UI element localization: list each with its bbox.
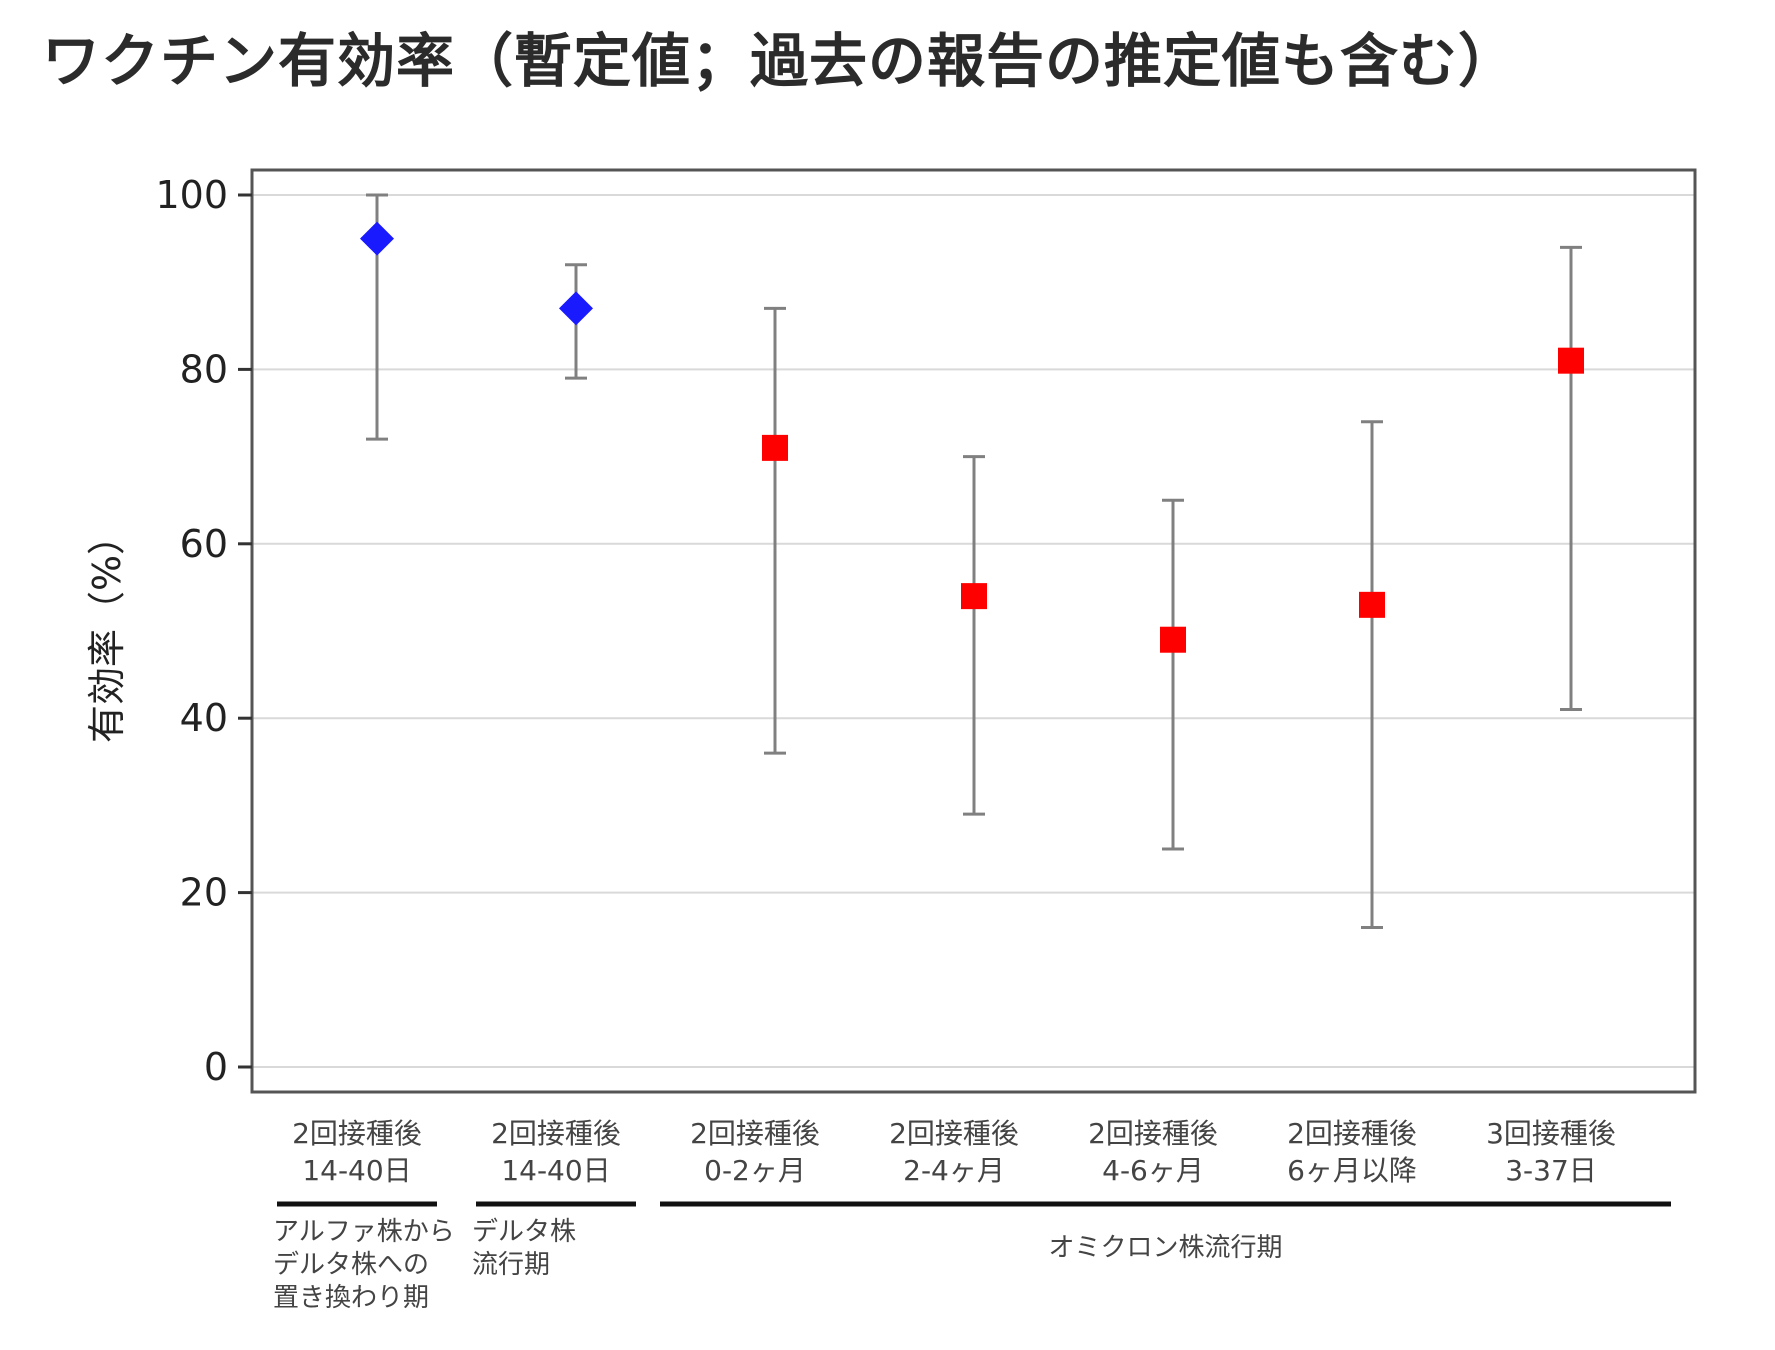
category-label: 2回接種後: [1088, 1117, 1218, 1150]
category-label: 2-4ヶ月: [903, 1154, 1005, 1187]
period-label: アルファ株から: [273, 1217, 455, 1247]
category-label: 3回接種後: [1486, 1117, 1616, 1150]
period-label: 置き換わり期: [273, 1283, 429, 1313]
point-marker-diamond: [360, 221, 394, 256]
y-tick-label: 0: [204, 1045, 228, 1089]
category-label: 14-40日: [501, 1154, 610, 1187]
data-point-group: [1359, 420, 1385, 929]
plot-frame: [250, 168, 1697, 1094]
data-point-group: [559, 263, 593, 380]
x-axis-categories: 2回接種後 14-40日 2回接種後 14-40日 2回接種後 0-2ヶ月 2回接種後 2-4…: [292, 1117, 1616, 1187]
category-label: 2回接種後: [889, 1117, 1019, 1150]
data-point-group: [1160, 498, 1186, 851]
data-point-group: [762, 306, 788, 755]
period-label: デルタ株: [472, 1217, 576, 1247]
data-point-group: [1558, 245, 1584, 711]
category-label: 2回接種後: [1287, 1117, 1417, 1150]
page-title: ワクチン有効率（暫定値；過去の報告の推定値も含む）: [42, 27, 1518, 95]
period-label: 流行期: [472, 1250, 550, 1280]
category-label: 2回接種後: [292, 1117, 422, 1150]
y-axis: 0 20 40 60 80 100: [155, 173, 252, 1089]
data-point-group: [360, 193, 394, 441]
y-tick-label: 60: [180, 522, 228, 566]
point-marker-square: [1160, 626, 1186, 653]
y-tick-label: 80: [180, 347, 228, 391]
point-marker-square: [762, 434, 788, 461]
point-marker-diamond: [559, 291, 593, 326]
category-label: 4-6ヶ月: [1102, 1154, 1204, 1187]
point-marker-square: [1558, 347, 1584, 374]
y-tick-label: 100: [155, 173, 228, 217]
period-label: オミクロン株流行期: [1048, 1233, 1282, 1263]
category-label: 14-40日: [302, 1154, 411, 1187]
category-label: 0-2ヶ月: [704, 1154, 806, 1187]
point-marker-square: [1359, 591, 1385, 618]
y-tick-label: 20: [180, 871, 228, 915]
data-point-group: [961, 455, 987, 816]
category-label: 2回接種後: [491, 1117, 621, 1150]
category-label: 2回接種後: [690, 1117, 820, 1150]
category-label: 6ヶ月以降: [1287, 1154, 1417, 1187]
y-tick-label: 40: [180, 696, 228, 740]
y-axis-label: 有効率（%）: [85, 517, 129, 743]
period-label: デルタ株への: [273, 1250, 429, 1280]
data-points: [360, 193, 1584, 929]
point-marker-square: [961, 583, 987, 610]
category-label: 3-37日: [1505, 1154, 1597, 1187]
